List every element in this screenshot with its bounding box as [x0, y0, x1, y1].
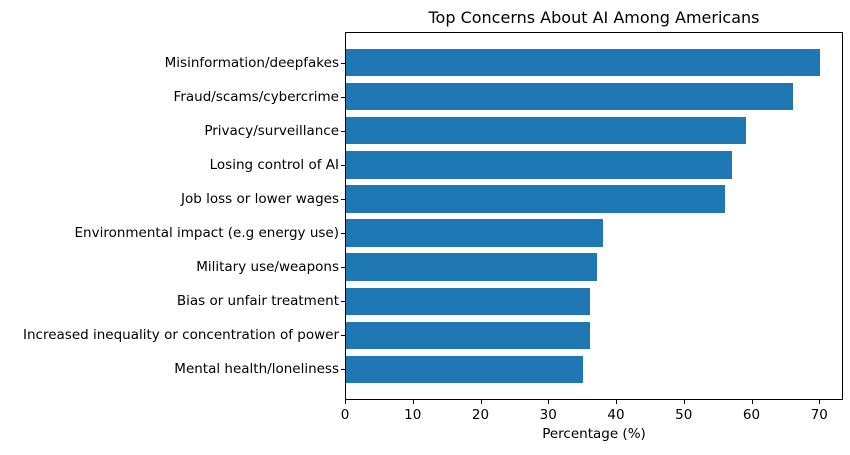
y-category-label: Job loss or lower wages: [181, 190, 339, 207]
chart-title: Top Concerns About AI Among Americans: [428, 8, 760, 27]
y-category-label: Bias or unfair treatment: [176, 293, 339, 310]
y-tick-mark: [341, 198, 345, 200]
y-category-label: Mental health/loneliness: [174, 361, 339, 378]
bar: [346, 185, 726, 213]
bar: [346, 287, 590, 315]
x-tick-mark: [819, 400, 821, 404]
bar: [346, 355, 584, 383]
y-category-label: Misinformation/deepfakes: [164, 54, 339, 71]
y-category-label: Privacy/surveillance: [204, 122, 339, 139]
y-tick-mark: [341, 96, 345, 98]
bar: [346, 117, 746, 145]
x-tick-mark: [345, 400, 346, 404]
bar: [346, 151, 733, 179]
x-tick-label: 30: [539, 407, 557, 423]
x-axis-title: Percentage (%): [542, 426, 646, 442]
bar: [346, 321, 590, 349]
y-tick-mark: [341, 233, 345, 235]
x-tick-label: 20: [471, 407, 490, 423]
y-category-label: Military use/weapons: [196, 259, 339, 276]
y-tick-mark: [341, 164, 345, 166]
bar: [346, 49, 821, 77]
x-tick-mark: [480, 400, 482, 404]
x-tick-label: 50: [675, 407, 693, 423]
x-tick-mark: [751, 400, 753, 404]
bar: [346, 219, 604, 247]
plot-area: [345, 32, 843, 400]
bar: [346, 253, 597, 281]
x-tick-mark: [412, 400, 414, 404]
x-tick-label: 40: [607, 407, 625, 423]
x-tick-label: 70: [810, 407, 828, 423]
y-tick-mark: [341, 369, 345, 371]
x-tick-label: 10: [404, 407, 422, 423]
y-category-label: Fraud/scams/cybercrime: [173, 88, 339, 105]
x-tick-label: 60: [742, 407, 761, 423]
y-tick-mark: [341, 130, 345, 132]
y-tick-mark: [341, 267, 345, 269]
x-tick-mark: [683, 400, 685, 404]
y-category-label: Increased inequality or concentration of…: [23, 327, 339, 344]
x-tick-label: 0: [340, 407, 350, 423]
y-category-label: Environmental impact (e.g energy use): [74, 225, 339, 242]
y-category-label: Losing control of AI: [209, 156, 339, 173]
x-tick-mark: [548, 400, 550, 404]
x-tick-mark: [616, 400, 618, 404]
y-tick-mark: [341, 301, 345, 303]
y-tick-mark: [341, 62, 345, 64]
bar: [346, 83, 794, 111]
y-tick-mark: [341, 335, 345, 337]
